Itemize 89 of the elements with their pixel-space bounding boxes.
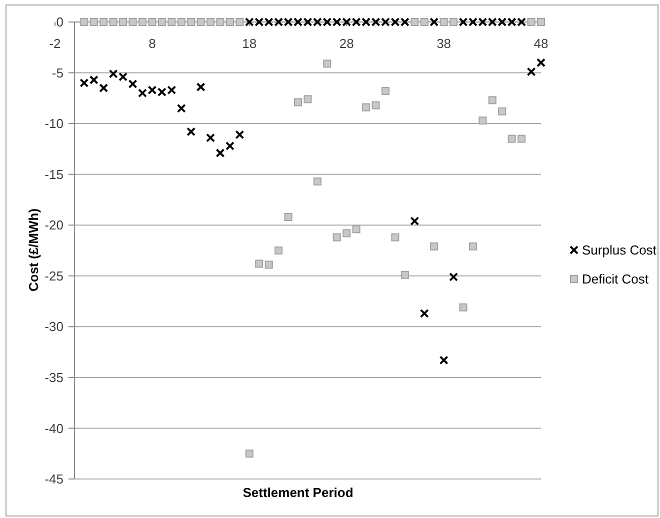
point [430, 18, 439, 26]
point [468, 242, 477, 250]
point [450, 18, 458, 26]
point [391, 233, 400, 242]
point [430, 242, 438, 250]
point [225, 141, 234, 150]
point [206, 133, 216, 142]
point [284, 212, 292, 221]
point [449, 272, 458, 282]
point [99, 84, 108, 93]
point [459, 303, 468, 312]
y-tick-label: -20 [44, 218, 64, 233]
point [176, 104, 186, 113]
point [488, 96, 496, 104]
point [90, 18, 98, 26]
y-tick-label: -40 [44, 420, 64, 436]
point [177, 18, 186, 26]
x-tick-label: 38 [436, 36, 452, 51]
point [187, 18, 196, 26]
point [536, 58, 546, 68]
point [498, 107, 506, 116]
point [274, 246, 283, 254]
point [148, 18, 156, 26]
point [119, 18, 128, 26]
point [109, 18, 118, 26]
point [158, 18, 166, 26]
point [478, 116, 487, 125]
point [216, 148, 225, 158]
y-tick-label: -10 [44, 116, 64, 132]
point [128, 18, 137, 26]
y-tick-label: 0 [56, 14, 64, 30]
point [226, 18, 234, 26]
point [89, 75, 98, 84]
point [245, 450, 254, 458]
point [80, 78, 89, 88]
point [439, 356, 448, 365]
point [304, 95, 312, 104]
legend-label: Surplus Cost [582, 242, 657, 258]
point [342, 229, 351, 238]
point [216, 18, 224, 26]
y-tick-label: -25 [44, 268, 64, 284]
y-tick-label: -35 [44, 370, 64, 385]
point [206, 18, 215, 26]
point [186, 127, 196, 136]
point [420, 308, 429, 318]
point [508, 134, 516, 143]
point [526, 67, 536, 76]
point [323, 60, 332, 68]
legend-label: Deficit Cost [582, 272, 649, 287]
point [118, 72, 128, 82]
y-tick-label: -5 [52, 65, 64, 80]
point [264, 260, 273, 269]
point [255, 260, 264, 268]
point [381, 87, 390, 96]
point [138, 88, 147, 98]
point [294, 98, 302, 106]
point [410, 18, 419, 26]
point [352, 225, 360, 234]
point [362, 103, 370, 112]
point [80, 18, 88, 26]
x-tick-label: 18 [242, 36, 257, 51]
x-tick-label: -2 [49, 36, 61, 51]
point [168, 18, 176, 26]
y-tick-label: -45 [44, 472, 64, 487]
point [108, 69, 118, 78]
y-tick-label: -30 [44, 319, 64, 334]
point [527, 18, 536, 26]
point [100, 18, 108, 26]
point [518, 134, 526, 143]
point [420, 18, 428, 26]
x-tick-label: 48 [534, 36, 548, 51]
point [196, 18, 205, 26]
x-tick-label: 8 [148, 36, 156, 51]
point [410, 216, 420, 226]
point [236, 18, 244, 26]
x-tick-label: 28 [339, 36, 354, 51]
point [400, 270, 409, 279]
point [372, 101, 380, 110]
point [537, 18, 545, 26]
point [235, 130, 244, 140]
point [313, 177, 322, 186]
y-tick-label: -15 [44, 166, 64, 182]
point [332, 233, 341, 242]
point [196, 82, 206, 92]
y-axis-title: Cost (£/MWh) [26, 208, 41, 292]
point [440, 18, 448, 26]
x-axis-title: Settlement Period [242, 485, 354, 500]
point [128, 79, 138, 88]
point [138, 18, 146, 26]
